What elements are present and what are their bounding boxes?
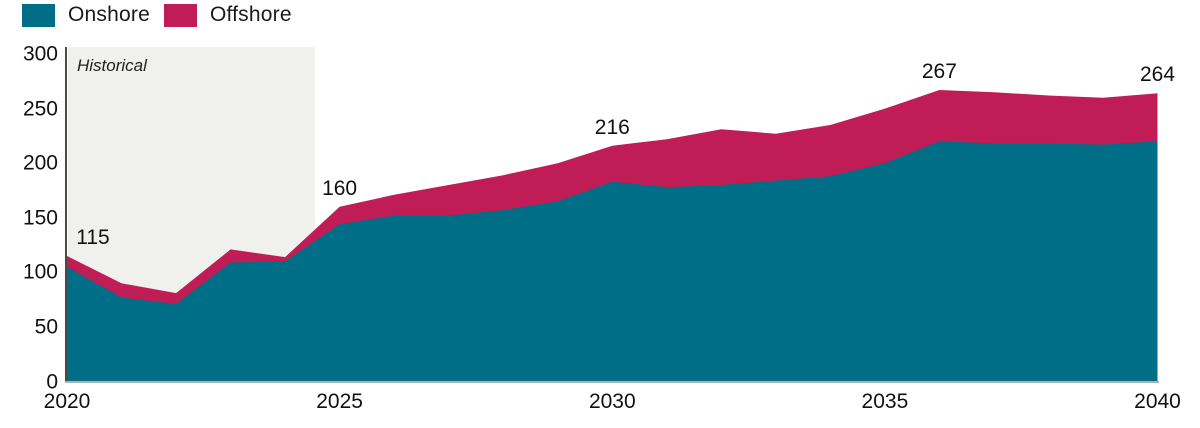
offshore-swatch-icon — [163, 3, 197, 27]
x-tick-label: 2025 — [316, 390, 363, 413]
legend-item-offshore: Offshore — [163, 2, 292, 28]
y-tick-label: 0 — [46, 370, 58, 393]
total-data-label: 264 — [1139, 63, 1176, 87]
total-data-label: 267 — [921, 60, 957, 84]
legend-label-onshore: Onshore — [68, 3, 150, 26]
legend-label-offshore: Offshore — [209, 3, 292, 26]
x-tick-label: 2040 — [1134, 390, 1181, 413]
onshore-swatch-icon — [22, 3, 55, 27]
y-tick-label: 300 — [22, 42, 58, 66]
x-axis-baseline — [65, 381, 1159, 383]
x-tick-label: 2035 — [861, 390, 909, 413]
total-data-label: 160 — [322, 176, 358, 200]
onshore-area — [67, 141, 1158, 382]
total-data-label: 115 — [76, 225, 110, 249]
legend: Onshore Offshore — [22, 2, 292, 28]
y-tick-label: 100 — [22, 260, 58, 284]
legend-item-onshore: Onshore — [22, 2, 150, 28]
x-tick-label: 2020 — [43, 390, 91, 413]
y-tick-label: 50 — [34, 315, 58, 339]
y-axis-line — [65, 47, 67, 382]
y-tick-label: 200 — [22, 151, 58, 175]
y-tick-label: 150 — [22, 206, 58, 230]
y-tick-label: 250 — [22, 97, 58, 121]
historical-label: Historical — [77, 56, 147, 75]
x-tick-label: 2030 — [588, 390, 636, 413]
total-data-label: 216 — [594, 115, 630, 139]
